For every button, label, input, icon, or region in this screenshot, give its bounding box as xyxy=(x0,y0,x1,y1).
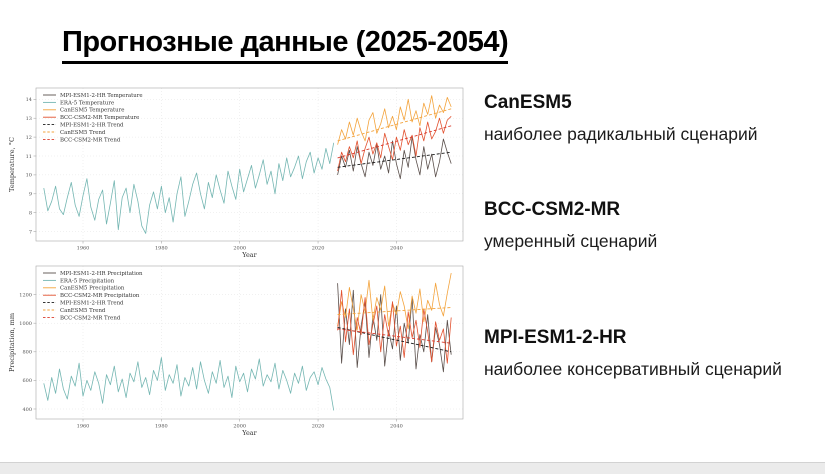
svg-text:800: 800 xyxy=(22,350,32,356)
svg-text:MPI-ESM1-2-HR Temperature: MPI-ESM1-2-HR Temperature xyxy=(60,93,143,99)
model-desc-mpi-esm1-2-hr: наиболее консервативный сценарий xyxy=(484,359,782,379)
temperature-chart: 1960 1980 2000 2020 2040 7 8 9 10 11 12 13 14 Year Tem… xyxy=(6,84,468,259)
svg-text:ERA-5 Temperature: ERA-5 Temperature xyxy=(60,100,114,106)
svg-text:2000: 2000 xyxy=(233,246,246,252)
model-name-mpi-esm1-2-hr: MPI-ESM1-2-HR xyxy=(484,327,627,348)
svg-text:CanESM5 Temperature: CanESM5 Temperature xyxy=(60,108,124,114)
precipitation-chart-svg: 1960 1980 2000 2020 2040 400 600 800 1000 1200 Yea… xyxy=(6,262,468,437)
svg-text:BCC-CSM2-MR Trend: BCC-CSM2-MR Trend xyxy=(60,137,121,143)
svg-text:2000: 2000 xyxy=(233,424,246,430)
svg-text:2020: 2020 xyxy=(312,424,325,430)
svg-text:Year: Year xyxy=(241,429,257,437)
svg-text:2040: 2040 xyxy=(390,246,403,252)
model-desc-bcc-csm2-mr: умеренный сценарий xyxy=(484,231,658,251)
svg-text:BCC-CSM2-MR Precipitation: BCC-CSM2-MR Precipitation xyxy=(60,293,140,299)
svg-text:7: 7 xyxy=(29,229,32,235)
svg-text:MPI-ESM1-2-HR Precipitation: MPI-ESM1-2-HR Precipitation xyxy=(60,271,143,277)
temperature-chart-svg: 1960 1980 2000 2020 2040 7 8 9 10 11 12 13 14 Year Tem… xyxy=(6,84,468,259)
svg-text:11: 11 xyxy=(26,154,32,160)
svg-text:CanESM5 Trend: CanESM5 Trend xyxy=(60,130,106,136)
model-block-canesm5: CanESM5 наиболее радикальный сценарий xyxy=(484,92,814,147)
svg-text:1960: 1960 xyxy=(77,246,90,252)
svg-text:8: 8 xyxy=(29,210,32,216)
svg-text:600: 600 xyxy=(22,378,32,384)
svg-text:1980: 1980 xyxy=(155,424,168,430)
svg-text:1980: 1980 xyxy=(155,246,168,252)
svg-text:BCC-CSM2-MR Trend: BCC-CSM2-MR Trend xyxy=(60,315,121,321)
svg-text:13: 13 xyxy=(26,116,32,122)
svg-text:1000: 1000 xyxy=(19,321,32,327)
model-desc-canesm5: наиболее радикальный сценарий xyxy=(484,124,758,144)
svg-text:12: 12 xyxy=(26,135,32,141)
svg-text:10: 10 xyxy=(26,173,32,179)
svg-text:CanESM5 Trend: CanESM5 Trend xyxy=(60,308,106,314)
svg-text:1960: 1960 xyxy=(77,424,90,430)
svg-text:2020: 2020 xyxy=(312,246,325,252)
svg-text:400: 400 xyxy=(22,407,32,413)
svg-text:MPI-ESM1-2-HR Trend: MPI-ESM1-2-HR Trend xyxy=(60,301,124,307)
svg-text:Precipitation, mm: Precipitation, mm xyxy=(8,313,16,372)
svg-text:BCC-CSM2-MR Temperature: BCC-CSM2-MR Temperature xyxy=(60,115,139,121)
model-name-bcc-csm2-mr: BCC-CSM2-MR xyxy=(484,199,621,220)
svg-text:14: 14 xyxy=(26,97,32,103)
svg-text:MPI-ESM1-2-HR Trend: MPI-ESM1-2-HR Trend xyxy=(60,123,124,129)
model-name-canesm5: CanESM5 xyxy=(484,92,572,113)
svg-text:Year: Year xyxy=(241,251,257,259)
svg-text:ERA-5 Precipitation: ERA-5 Precipitation xyxy=(60,278,115,284)
svg-text:9: 9 xyxy=(29,192,32,198)
slide-title: Прогнозные данные (2025-2054) xyxy=(62,26,509,64)
svg-text:Temperature, °C: Temperature, °C xyxy=(8,137,16,192)
model-block-mpi-esm1-2-hr: MPI-ESM1-2-HR наиболее консервативный сц… xyxy=(484,327,814,382)
bottom-bar xyxy=(0,462,825,474)
model-block-bcc-csm2-mr: BCC-CSM2-MR умеренный сценарий xyxy=(484,199,814,254)
svg-text:1200: 1200 xyxy=(19,292,32,298)
svg-text:2040: 2040 xyxy=(390,424,403,430)
svg-text:CanESM5 Precipitation: CanESM5 Precipitation xyxy=(60,286,125,292)
precipitation-chart: 1960 1980 2000 2020 2040 400 600 800 1000 1200 Yea… xyxy=(6,262,468,437)
